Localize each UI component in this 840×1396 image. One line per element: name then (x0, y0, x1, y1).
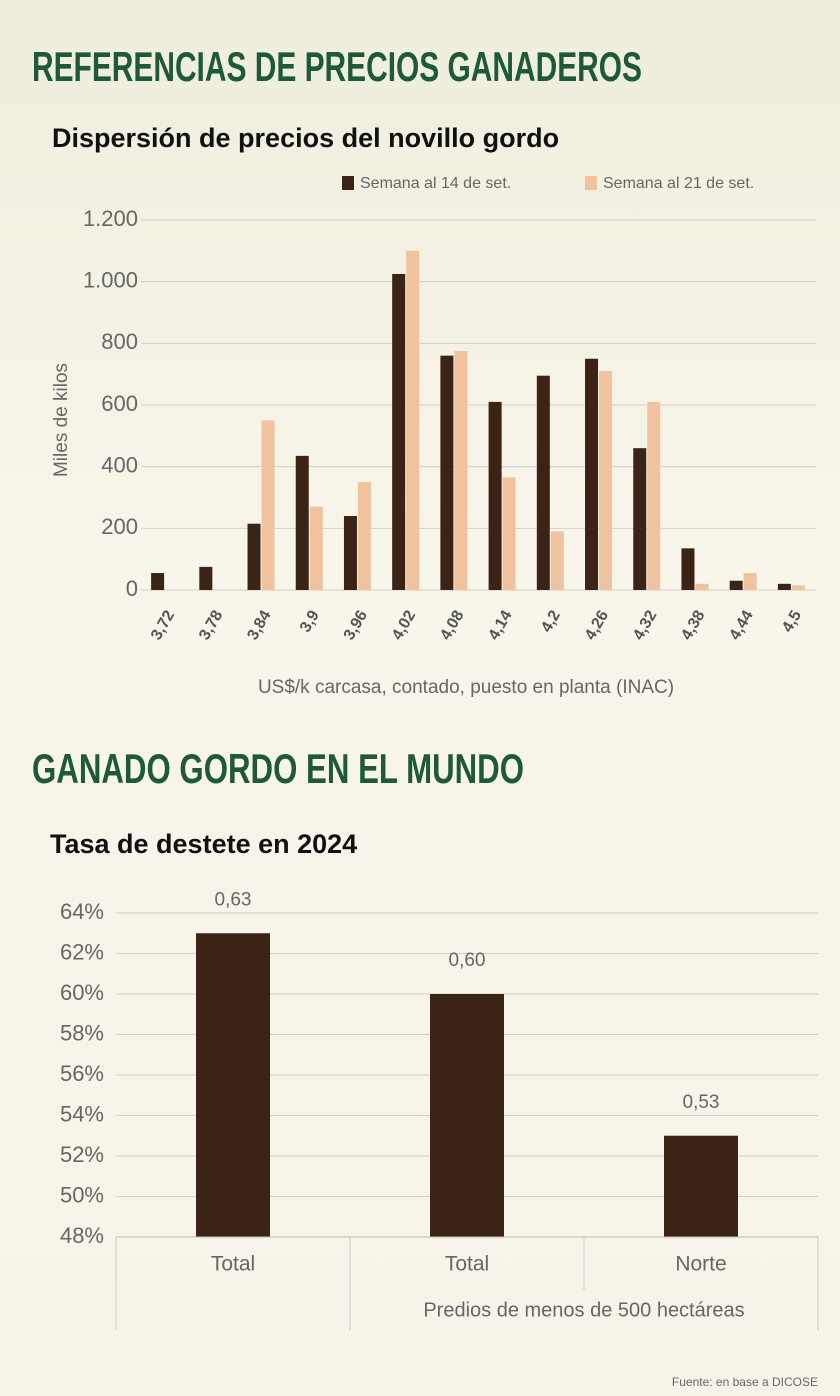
bar (261, 420, 275, 590)
bar (247, 523, 261, 590)
bar (488, 401, 502, 590)
x-tick-label: 4,38 (678, 608, 708, 644)
y-tick-label: 52% (60, 1142, 104, 1167)
bar (550, 531, 564, 590)
heading: GANADO GORDO EN EL MUNDO (32, 745, 524, 792)
heading: REFERENCIAS DE PRECIOS GANADEROS (32, 43, 642, 90)
y-tick-label: 64% (60, 899, 104, 924)
x-tick-label: 4,02 (389, 608, 419, 644)
y-tick-label: 58% (60, 1020, 104, 1045)
y-tick-label: 60% (60, 980, 104, 1005)
y-tick-label: 0 (126, 576, 138, 601)
x-tick-label: 4,26 (582, 608, 612, 644)
x-tick-label: Total (445, 1253, 489, 1276)
y-tick-label: 800 (101, 329, 138, 354)
y-tick-label: 62% (60, 939, 104, 964)
bar (406, 250, 420, 591)
x-tick-label: 4,08 (437, 608, 467, 644)
x-tick-label: 3,9 (297, 608, 323, 636)
bar (151, 573, 165, 590)
x-tick-label: 4,44 (727, 608, 757, 644)
x-tick-label: 3,84 (244, 608, 274, 644)
bar (633, 448, 647, 590)
bar (343, 516, 357, 590)
bar (199, 566, 213, 590)
y-tick-label: 56% (60, 1061, 104, 1086)
chart-title: Tasa de destete en 2024 (50, 829, 357, 859)
y-tick-label: 600 (101, 391, 138, 416)
y-axis-label: Miles de kilos (51, 363, 72, 477)
legend-label: Semana al 21 de set. (603, 175, 754, 192)
group-label: Predios de menos de 500 hectáreas (423, 1299, 744, 1321)
bar (440, 355, 454, 590)
bar (695, 583, 709, 590)
x-tick-label: Norte (675, 1253, 726, 1276)
value-label: 0,63 (215, 889, 252, 910)
y-tick-label: 48% (60, 1223, 104, 1248)
y-tick-label: 200 (101, 514, 138, 539)
x-tick-label: 4,5 (779, 608, 805, 636)
chart-title: Dispersión de precios del novillo gordo (52, 123, 559, 153)
x-tick-label: Total (211, 1253, 255, 1276)
y-tick-label: 1.200 (83, 206, 138, 231)
bar (585, 358, 599, 590)
y-tick-label: 50% (60, 1182, 104, 1207)
legend-swatch (585, 176, 597, 190)
x-tick-label: 3,96 (341, 608, 371, 644)
bar (599, 371, 613, 590)
bar (502, 477, 516, 590)
x-tick-label: 3,72 (148, 608, 178, 644)
x-tick-label: 4,14 (485, 608, 515, 644)
bar (664, 1135, 738, 1237)
legend-label: Semana al 14 de set. (360, 175, 511, 192)
bar (777, 583, 791, 590)
value-label: 0,60 (449, 950, 486, 971)
y-tick-label: 400 (101, 452, 138, 477)
bar (295, 455, 309, 590)
y-tick-label: 54% (60, 1101, 104, 1126)
value-label: 0,53 (683, 1092, 720, 1113)
bar (357, 482, 371, 590)
y-tick-label: 1.000 (83, 267, 138, 292)
bar (743, 573, 757, 590)
bar (392, 273, 406, 590)
bar (647, 401, 661, 590)
x-tick-label: 3,78 (196, 608, 226, 644)
bar (729, 580, 743, 590)
source: Fuente: en base a DICOSE (672, 1375, 818, 1389)
x-axis-label: US$/k carcasa, contado, puesto en planta… (258, 677, 674, 698)
x-tick-label: 4,32 (630, 608, 660, 644)
bar (791, 585, 805, 590)
bar (536, 375, 550, 590)
bar (309, 506, 323, 590)
x-tick-label: 4,2 (538, 608, 564, 636)
bar (681, 548, 695, 590)
bar (430, 994, 504, 1237)
legend-swatch (342, 176, 354, 190)
bar (196, 933, 270, 1237)
bar (454, 351, 468, 590)
